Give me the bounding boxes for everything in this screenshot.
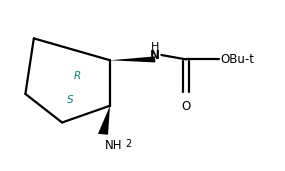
Text: NH: NH bbox=[104, 139, 122, 152]
Polygon shape bbox=[110, 56, 155, 62]
Text: H: H bbox=[151, 42, 159, 52]
Text: OBu-t: OBu-t bbox=[220, 53, 254, 66]
Text: N: N bbox=[150, 49, 160, 62]
Text: R: R bbox=[74, 71, 81, 81]
Polygon shape bbox=[98, 106, 110, 135]
Text: 2: 2 bbox=[126, 139, 132, 149]
Text: S: S bbox=[67, 95, 74, 105]
Text: O: O bbox=[182, 100, 191, 113]
